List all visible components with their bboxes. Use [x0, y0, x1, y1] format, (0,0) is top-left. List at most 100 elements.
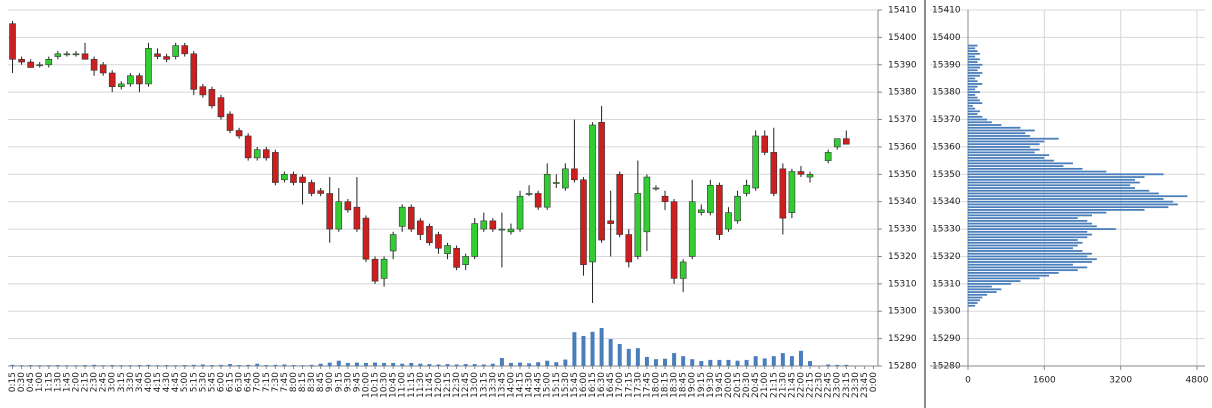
volume-bar	[19, 365, 24, 366]
x-tick-label: 23:00	[833, 372, 843, 398]
y-tick-label: 15330	[888, 225, 917, 235]
candle-body	[81, 53, 89, 60]
y-tick-label: 15290	[888, 334, 917, 344]
volume-bar	[744, 359, 749, 366]
profile-bar	[968, 176, 1145, 178]
x-tick-label: 7:15	[262, 372, 272, 392]
x-tick-label: 18:15	[661, 372, 671, 398]
profile-bar	[968, 77, 976, 80]
candle-body	[534, 193, 542, 208]
y-tick-label: 15320	[888, 252, 917, 262]
candle-body	[371, 258, 379, 282]
volume-bar	[536, 362, 541, 366]
x-tick-label: 8:45	[316, 372, 326, 392]
y-tick-label: 15410	[888, 6, 917, 16]
profile-bar	[968, 121, 992, 124]
volume-bar	[463, 364, 468, 366]
y-tick-label: 15410	[932, 6, 961, 16]
volume-bar	[200, 364, 205, 366]
candle-body	[507, 228, 515, 233]
x-tick-label: 23:15	[842, 372, 852, 398]
candle-body	[688, 201, 696, 257]
profile-bar	[968, 91, 980, 94]
candle-body	[208, 89, 216, 107]
profile-bar	[968, 244, 1078, 247]
volume-bar	[681, 356, 686, 366]
x-tick-label: 16:15	[588, 372, 598, 398]
profile-bar	[968, 247, 1073, 250]
candle-body	[480, 220, 488, 230]
volume-bar	[789, 356, 794, 366]
profile-bar	[968, 148, 1040, 151]
x-tick-label: 3:15	[117, 372, 127, 392]
x-tick-label: 15:00	[543, 372, 553, 398]
x-tick-label: 22:30	[815, 372, 825, 398]
profile-bar	[968, 99, 980, 102]
profile-bar	[968, 104, 973, 107]
x-tick-label: 2:15	[81, 372, 91, 392]
volume-bar	[780, 353, 785, 366]
volume-bar	[808, 361, 813, 366]
x-tick-label: 17:00	[615, 372, 625, 398]
volume-bar	[119, 365, 124, 366]
profile-bar	[968, 187, 1135, 189]
candle-body	[154, 53, 161, 57]
volume-bar	[309, 364, 314, 366]
candle-body	[444, 245, 451, 255]
volume-bar	[64, 365, 69, 366]
candle-body	[417, 220, 424, 235]
volume-bar	[690, 359, 695, 366]
profile-bar	[968, 250, 1083, 252]
candle-body	[797, 171, 805, 175]
candle-body	[90, 58, 98, 71]
x-tick-label: 22:45	[824, 372, 834, 398]
profile-bar	[968, 211, 1107, 214]
volume-bar	[83, 365, 88, 366]
x-tick-label: 13:45	[497, 372, 507, 398]
candle-body	[362, 217, 370, 260]
candle-body	[833, 138, 841, 148]
profile-bar	[968, 66, 980, 69]
x-tick-label: 2:30	[90, 372, 100, 392]
profile-bar	[968, 80, 978, 83]
x-tick-label: 20:45	[751, 372, 761, 398]
candle-body	[99, 64, 107, 74]
candle-body	[806, 174, 814, 178]
x-tick-label: 8:00	[289, 372, 299, 392]
volume-bar	[499, 358, 504, 366]
volume-bar	[46, 365, 51, 366]
volume-bar	[264, 365, 269, 366]
candle-body	[199, 86, 207, 96]
candle-body	[453, 247, 460, 268]
y-tick-label: 15350	[932, 170, 961, 180]
x-tick-label: 10:15	[371, 372, 381, 398]
x-tick-label: 9:30	[343, 372, 353, 392]
volume-bar	[137, 365, 142, 366]
profile-bar	[968, 85, 978, 88]
x-tick-label: 0	[965, 376, 971, 386]
volume-bar	[92, 364, 97, 366]
x-tick-label: 22:00	[796, 372, 806, 398]
candle-body	[244, 135, 252, 159]
x-tick-label: 18:00	[651, 372, 661, 398]
profile-bar	[968, 236, 1088, 239]
x-tick-label: 12:45	[461, 372, 471, 398]
profile-bar	[968, 233, 1093, 236]
candle-body	[344, 201, 352, 211]
x-tick-label: 21:15	[769, 372, 779, 398]
y-tick-label: 15310	[932, 279, 961, 289]
x-tick-label: 1:15	[44, 372, 54, 392]
profile-bar	[968, 288, 1002, 291]
x-tick-label: 11:45	[425, 372, 435, 398]
profile-bar	[968, 195, 1188, 198]
profile-bar	[968, 299, 980, 302]
volume-bar	[55, 365, 60, 366]
volume-bar	[155, 365, 160, 366]
volume-bar	[28, 365, 33, 366]
profile-bar	[968, 154, 1050, 157]
x-tick-label: 7:30	[271, 372, 281, 392]
profile-bar	[968, 132, 1026, 135]
volume-bar	[663, 358, 668, 366]
x-tick-label: 23:30	[851, 372, 861, 398]
candle-body	[580, 179, 587, 265]
